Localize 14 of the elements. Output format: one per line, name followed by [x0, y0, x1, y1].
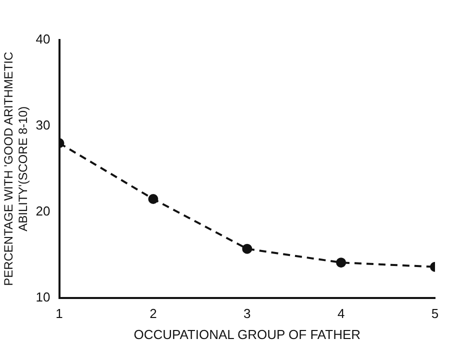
- x-tick-label: 4: [337, 306, 345, 322]
- x-tick-label: 5: [431, 306, 439, 322]
- point: [148, 194, 158, 204]
- point: [336, 258, 346, 268]
- point: [242, 244, 252, 254]
- x-tick-label: 1: [56, 306, 63, 322]
- y-tick-label: 20: [36, 203, 50, 218]
- x-tick-label: 2: [150, 306, 157, 322]
- y-axis-title: PERCENTAGE WITH 'GOOD ARITHMETIC ABILITY'(SCORE 8-10): [2, 52, 30, 286]
- x-tick-label: 3: [244, 306, 251, 322]
- y-tick-label: 10: [36, 289, 50, 304]
- x-axis-title: OCCUPATIONAL GROUP OF FATHER: [134, 326, 361, 342]
- y-tick-label: 40: [36, 32, 50, 47]
- y-tick-label: 30: [36, 118, 50, 133]
